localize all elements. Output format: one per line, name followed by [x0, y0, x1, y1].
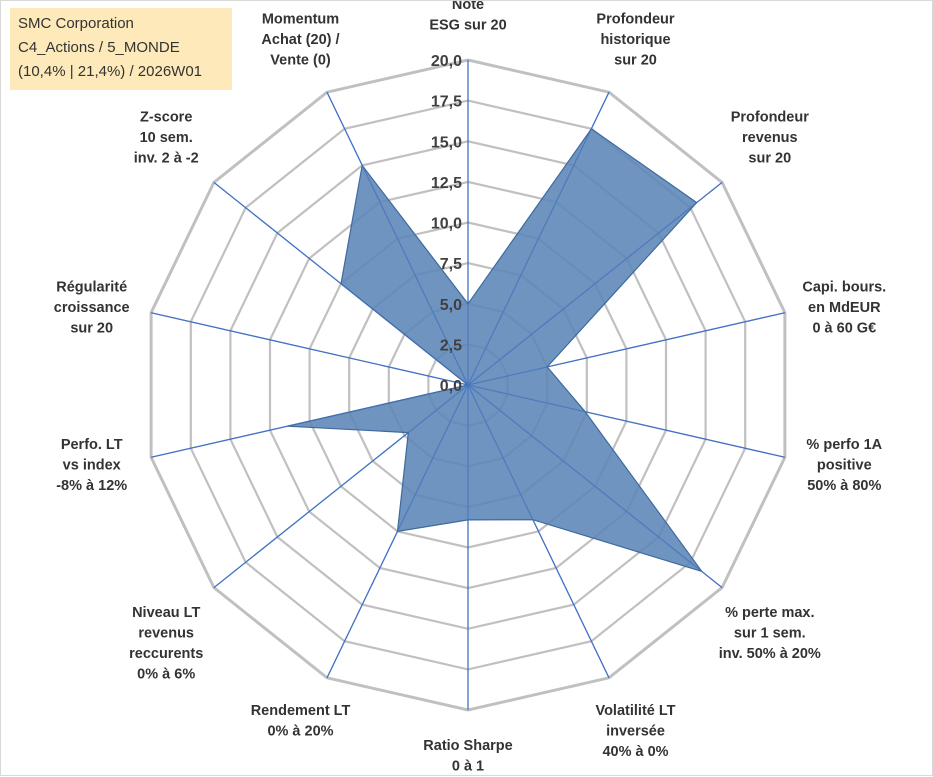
tick-label: 20,0 [431, 53, 462, 70]
tick-label: 7,5 [440, 256, 462, 273]
company-name: SMC Corporation [18, 12, 224, 36]
period-info: (10,4% | 21,4%) / 2026W01 [18, 60, 224, 84]
tick-label: 17,5 [431, 94, 462, 111]
tick-label: 15,0 [431, 134, 462, 151]
tick-label: 0,0 [440, 378, 462, 395]
tick-label: 2,5 [440, 337, 462, 354]
category-label: % perte max.sur 1 sem.inv. 50% à 20% [719, 605, 821, 662]
tick-label: 12,5 [431, 175, 462, 192]
series-area [287, 129, 701, 572]
portfolio-path: C4_Actions / 5_MONDE [18, 36, 224, 60]
tick-label: 5,0 [440, 297, 462, 314]
title-box: SMC Corporation C4_Actions / 5_MONDE (10… [10, 8, 232, 90]
tick-label: 10,0 [431, 216, 462, 233]
